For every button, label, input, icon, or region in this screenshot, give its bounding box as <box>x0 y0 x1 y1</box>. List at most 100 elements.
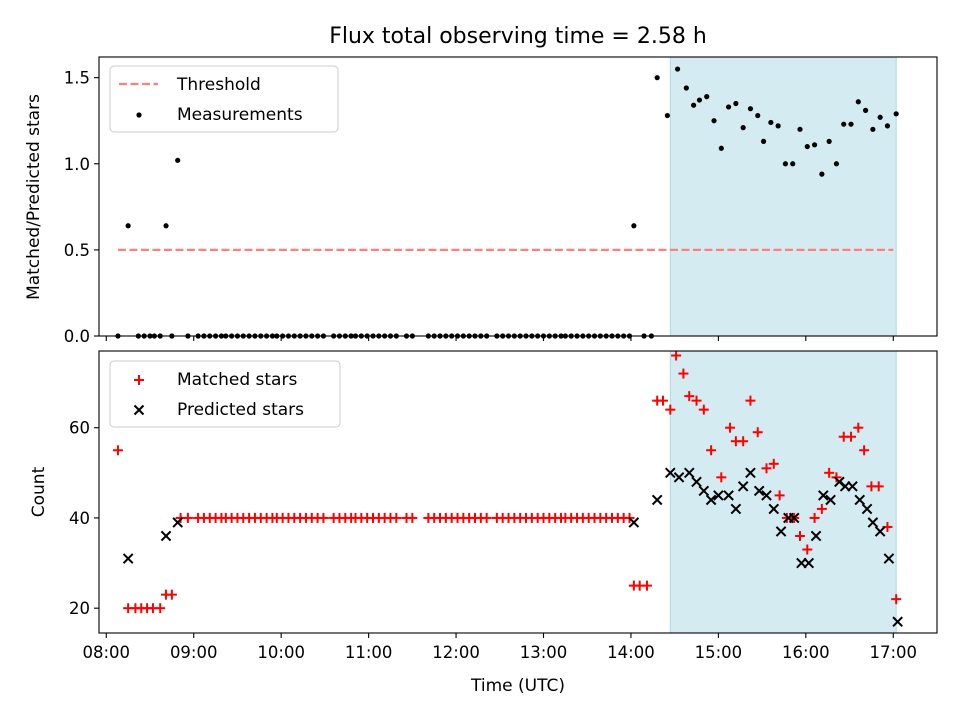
marker-stroke <box>788 512 800 524</box>
matched-star-marker <box>481 512 492 523</box>
marker-stroke <box>834 476 845 488</box>
x-axis-label: Time (UTC) <box>470 676 565 696</box>
measurement-point <box>884 123 891 129</box>
matched-star-marker <box>802 544 813 555</box>
legend-predicted-label: Predicted stars <box>177 400 304 420</box>
x-tick-label: 16:00 <box>782 643 830 662</box>
top-legend-frame <box>109 65 339 133</box>
predicted-star-marker <box>651 494 663 506</box>
predicted-star-marker <box>883 553 895 564</box>
top-highlight-span <box>669 56 897 337</box>
x-tick-label: 17:00 <box>869 643 917 662</box>
predicted-star-marker <box>874 526 886 537</box>
legend-matched-label: Matched stars <box>177 370 297 390</box>
predicted-star-marker <box>892 616 903 628</box>
matched-star-marker <box>182 512 193 523</box>
marker-stroke <box>683 467 695 479</box>
predicted-star-marker <box>683 467 695 479</box>
x-tick-label: 12:00 <box>432 643 480 662</box>
predicted-star-marker <box>673 472 685 483</box>
measurement-point <box>718 145 724 151</box>
y-tick-label: 0.5 <box>64 241 90 260</box>
marker-stroke <box>892 616 903 628</box>
matched-star-marker <box>112 445 123 456</box>
observing-window-highlight <box>669 350 897 634</box>
matched-star-marker <box>665 404 676 415</box>
y-tick-label: 40 <box>69 509 90 528</box>
matched-star-marker <box>795 530 806 541</box>
marker-stroke <box>761 490 772 501</box>
predicted-star-marker <box>768 503 780 515</box>
predicted-star-marker <box>761 490 772 501</box>
measurement-point <box>683 85 689 91</box>
measurement-point <box>631 223 637 229</box>
top-legend: Threshold Measurements <box>109 65 339 133</box>
chart-title: Flux total observing time = 2.58 h <box>329 24 707 49</box>
marker-stroke <box>775 526 787 537</box>
marker-stroke <box>737 481 749 492</box>
predicted-star-marker <box>664 467 676 479</box>
bottom-legend-frame <box>109 360 341 428</box>
marker-stroke <box>730 503 742 515</box>
x-tick-label: 08:00 <box>83 643 131 662</box>
x-tick-label: 14:00 <box>607 643 655 662</box>
measurement-point <box>826 138 832 144</box>
marker-stroke <box>122 553 134 564</box>
x-tick-label: 10:00 <box>257 643 305 662</box>
bottom-legend: Matched stars Predicted stars <box>109 360 341 428</box>
x-tick-label: 15:00 <box>695 643 743 662</box>
predicted-star-marker <box>705 494 717 506</box>
measurement-point <box>855 99 861 105</box>
predicted-star-marker <box>730 503 742 515</box>
bottom-panel: 20 40 60 08:00 09:00 10:00 11:00 12:00 13:00 14:0… <box>29 350 938 662</box>
predicted-star-marker <box>861 503 873 515</box>
measurement-point <box>797 126 803 132</box>
matched-star-marker <box>684 391 695 402</box>
marker-stroke <box>664 467 676 479</box>
marker-stroke <box>713 490 724 501</box>
measurement-point <box>175 157 181 163</box>
measurement-point <box>674 66 681 72</box>
marker-stroke <box>768 503 780 515</box>
matched-star-marker <box>853 422 864 433</box>
marker-stroke <box>818 490 829 501</box>
matched-star-marker <box>846 431 857 442</box>
matched-star-marker <box>706 445 717 456</box>
measurement-point <box>725 104 732 110</box>
measurement-point <box>811 142 818 148</box>
observing-window-highlight <box>669 56 897 337</box>
predicted-star-marker <box>628 517 640 528</box>
measurement-point <box>841 121 847 127</box>
predicted-star-marker <box>803 557 815 569</box>
measurement-point <box>804 143 810 150</box>
matched-star-marker <box>678 368 689 379</box>
predicted-star-marker <box>713 490 724 501</box>
measurement-point <box>877 114 883 120</box>
predicted-star-marker <box>723 490 734 501</box>
measurement-point <box>755 112 761 119</box>
marker-stroke <box>847 481 858 492</box>
bottom-y-axis-label: Count <box>29 466 49 517</box>
legend-predicted-swatch <box>133 404 145 416</box>
measurement-point <box>893 111 899 117</box>
x-tick-label: 11:00 <box>345 643 393 662</box>
legend-threshold-label: Threshold <box>176 75 261 95</box>
matched-star-marker <box>166 589 177 600</box>
predicted-star-marker <box>810 530 822 542</box>
bottom-axes: 20 40 60 08:00 09:00 10:00 11:00 12:00 13:00 14:0… <box>69 350 938 662</box>
marker-stroke <box>825 494 836 506</box>
predicted-star-marker <box>691 476 702 488</box>
measurement-point <box>163 223 169 229</box>
top-panel: 0.0 0.5 1.0 1.5 Matched/Predicted stars Thr… <box>24 56 938 346</box>
x-tick-label: 09:00 <box>170 643 218 662</box>
matched-star-marker <box>738 436 749 447</box>
matched-star-marker <box>809 512 820 523</box>
measurement-point <box>733 100 739 107</box>
legend-measurements-label: Measurements <box>177 105 303 125</box>
predicted-star-marker <box>160 530 172 542</box>
predicted-star-marker <box>825 494 836 506</box>
measurement-point <box>664 112 670 119</box>
marker-stroke <box>883 553 895 564</box>
marker-stroke <box>160 530 172 542</box>
